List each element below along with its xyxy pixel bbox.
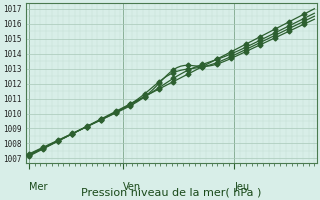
Text: Mer: Mer: [29, 182, 47, 192]
X-axis label: Pression niveau de la mer( hPa ): Pression niveau de la mer( hPa ): [82, 187, 262, 197]
Text: Ven: Ven: [123, 182, 141, 192]
Text: Jeu: Jeu: [235, 182, 250, 192]
